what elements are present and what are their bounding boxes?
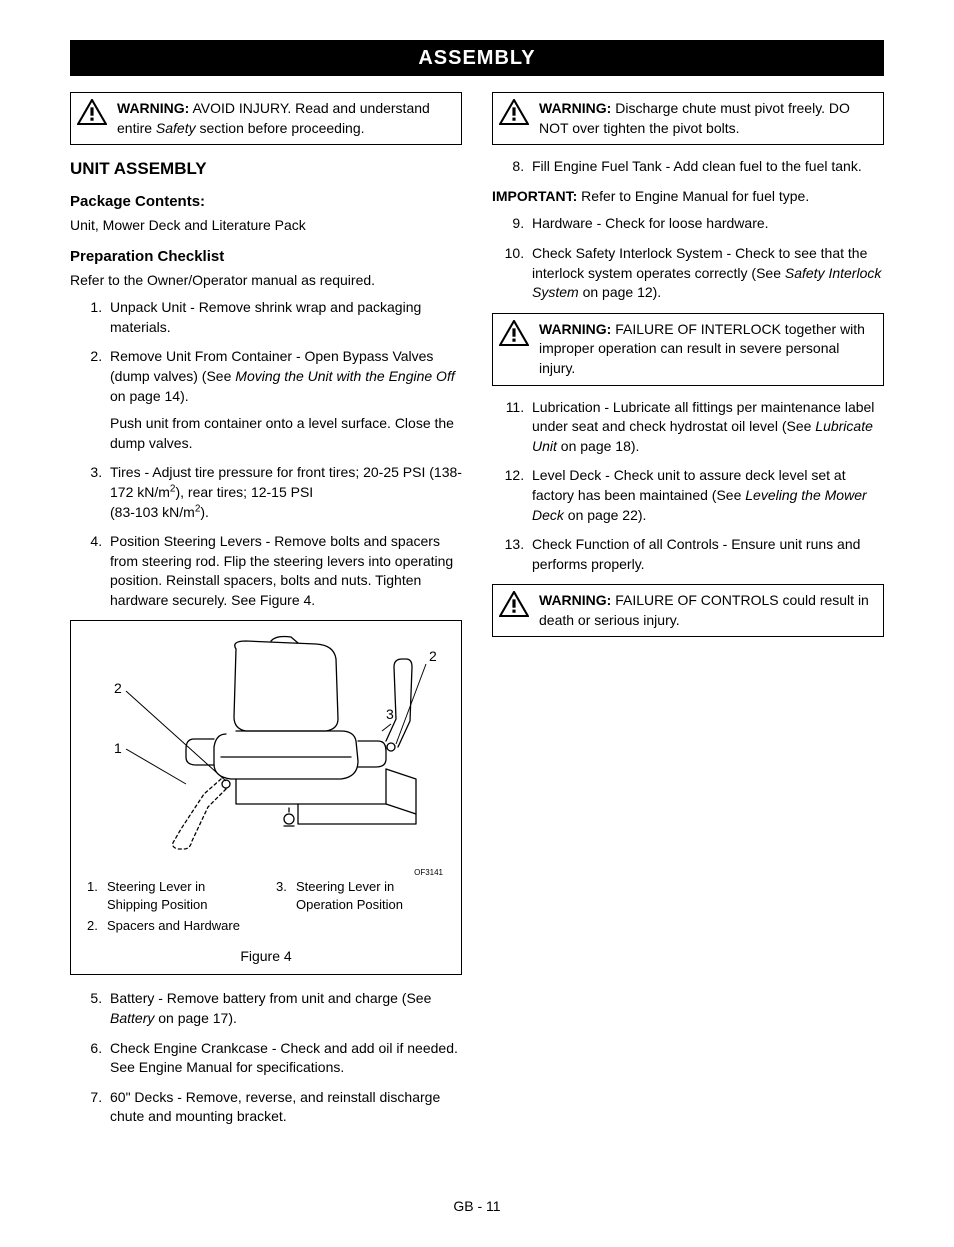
callout-1: 1 (114, 740, 122, 756)
step-4: Position Steering Levers - Remove bolts … (106, 532, 462, 610)
step-3c: (83-103 kN/m (110, 504, 195, 520)
warning-triangle-icon (499, 591, 529, 617)
step-1: Unpack Unit - Remove shrink wrap and pac… (106, 298, 462, 337)
checklist-right-b: Hardware - Check for loose hardware. Che… (492, 214, 884, 302)
step-9: Hardware - Check for loose hardware. (528, 214, 884, 234)
step-3b: ), rear tires; 12-15 PSI (175, 484, 313, 500)
step-10: Check Safety Interlock System - Check to… (528, 244, 884, 303)
warning-box-interlock: WARNING: FAILURE OF INTERLOCK together w… (492, 313, 884, 386)
step-11b: on page 18). (557, 438, 640, 454)
important-text: Refer to Engine Manual for fuel type. (577, 188, 809, 204)
right-column: WARNING: Discharge chute must pivot free… (492, 92, 884, 1137)
figure-4-illustration: 1 2 2 3 (79, 629, 453, 865)
callout-3: 3 (386, 706, 394, 722)
step-2b: on page 14). (110, 388, 189, 404)
warning-text: WARNING: FAILURE OF CONTROLS could resul… (539, 591, 875, 630)
warning-triangle-icon (77, 99, 107, 125)
legend-2: Spacers and Hardware (107, 917, 240, 935)
figure-code: OF3141 (79, 867, 453, 878)
checklist-left-cont: Battery - Remove battery from unit and c… (70, 989, 462, 1127)
warning-text: WARNING: AVOID INJURY. Read and understa… (117, 99, 453, 138)
step-5a: Battery - Remove battery from unit and c… (110, 990, 431, 1006)
warning-italic: Safety (156, 120, 196, 136)
figure-4-box: 1 2 2 3 OF3141 1.Steering Lever in Shipp… (70, 620, 462, 975)
page-footer: GB - 11 (70, 1197, 884, 1217)
callout-2b: 2 (429, 648, 437, 664)
warning-text: WARNING: FAILURE OF INTERLOCK together w… (539, 320, 875, 379)
step-3d: ). (200, 504, 209, 520)
unit-assembly-heading: UNIT ASSEMBLY (70, 157, 462, 181)
step-12b: on page 22). (564, 507, 647, 523)
step-7: 60" Decks - Remove, reverse, and reinsta… (106, 1088, 462, 1127)
step-5: Battery - Remove battery from unit and c… (106, 989, 462, 1028)
prep-intro-text: Refer to the Owner/Operator manual as re… (70, 271, 462, 291)
step-13: Check Function of all Controls - Ensure … (528, 535, 884, 574)
step-2-ital: Moving the Unit with the Engine Off (235, 368, 454, 384)
package-contents-text: Unit, Mower Deck and Literature Pack (70, 216, 462, 236)
step-12: Level Deck - Check unit to assure deck l… (528, 466, 884, 525)
step-3: Tires - Adjust tire pressure for front t… (106, 463, 462, 522)
checklist-right-c: Lubrication - Lubricate all fittings per… (492, 398, 884, 575)
step-8: Fill Engine Fuel Tank - Add clean fuel t… (528, 157, 884, 177)
checklist-right-a: Fill Engine Fuel Tank - Add clean fuel t… (492, 157, 884, 177)
package-contents-heading: Package Contents: (70, 191, 462, 212)
step-11: Lubrication - Lubricate all fittings per… (528, 398, 884, 457)
warning-box-chute: WARNING: Discharge chute must pivot free… (492, 92, 884, 145)
warning-text: WARNING: Discharge chute must pivot free… (539, 99, 875, 138)
important-label: IMPORTANT: (492, 188, 577, 204)
step-2-sub: Push unit from container onto a level su… (110, 414, 462, 453)
step-5b: on page 17). (154, 1010, 237, 1026)
step-10b: on page 12). (579, 284, 662, 300)
figure-legend: 1.Steering Lever in Shipping Position 2.… (79, 878, 453, 937)
two-column-layout: WARNING: AVOID INJURY. Read and understa… (70, 92, 884, 1137)
legend-1: Steering Lever in Shipping Position (107, 878, 256, 914)
warning-body-b: section before proceeding. (196, 120, 365, 136)
warning-box-controls: WARNING: FAILURE OF CONTROLS could resul… (492, 584, 884, 637)
warning-triangle-icon (499, 320, 529, 346)
warning-label: WARNING: (539, 592, 611, 608)
left-column: WARNING: AVOID INJURY. Read and understa… (70, 92, 462, 1137)
prep-checklist-heading: Preparation Checklist (70, 246, 462, 267)
warning-triangle-icon (499, 99, 529, 125)
checklist-left: Unpack Unit - Remove shrink wrap and pac… (70, 298, 462, 610)
warning-label: WARNING: (539, 100, 611, 116)
warning-box-injury: WARNING: AVOID INJURY. Read and understa… (70, 92, 462, 145)
warning-label: WARNING: (117, 100, 189, 116)
legend-3: Steering Lever in Operation Position (296, 878, 445, 914)
step-5-ital: Battery (110, 1010, 154, 1026)
step-6: Check Engine Crankcase - Check and add o… (106, 1039, 462, 1078)
warning-label: WARNING: (539, 321, 611, 337)
step-2: Remove Unit From Container - Open Bypass… (106, 347, 462, 453)
section-banner: ASSEMBLY (70, 40, 884, 76)
important-fuel: IMPORTANT: Refer to Engine Manual for fu… (492, 187, 884, 207)
callout-2a: 2 (114, 680, 122, 696)
figure-caption: Figure 4 (79, 947, 453, 967)
